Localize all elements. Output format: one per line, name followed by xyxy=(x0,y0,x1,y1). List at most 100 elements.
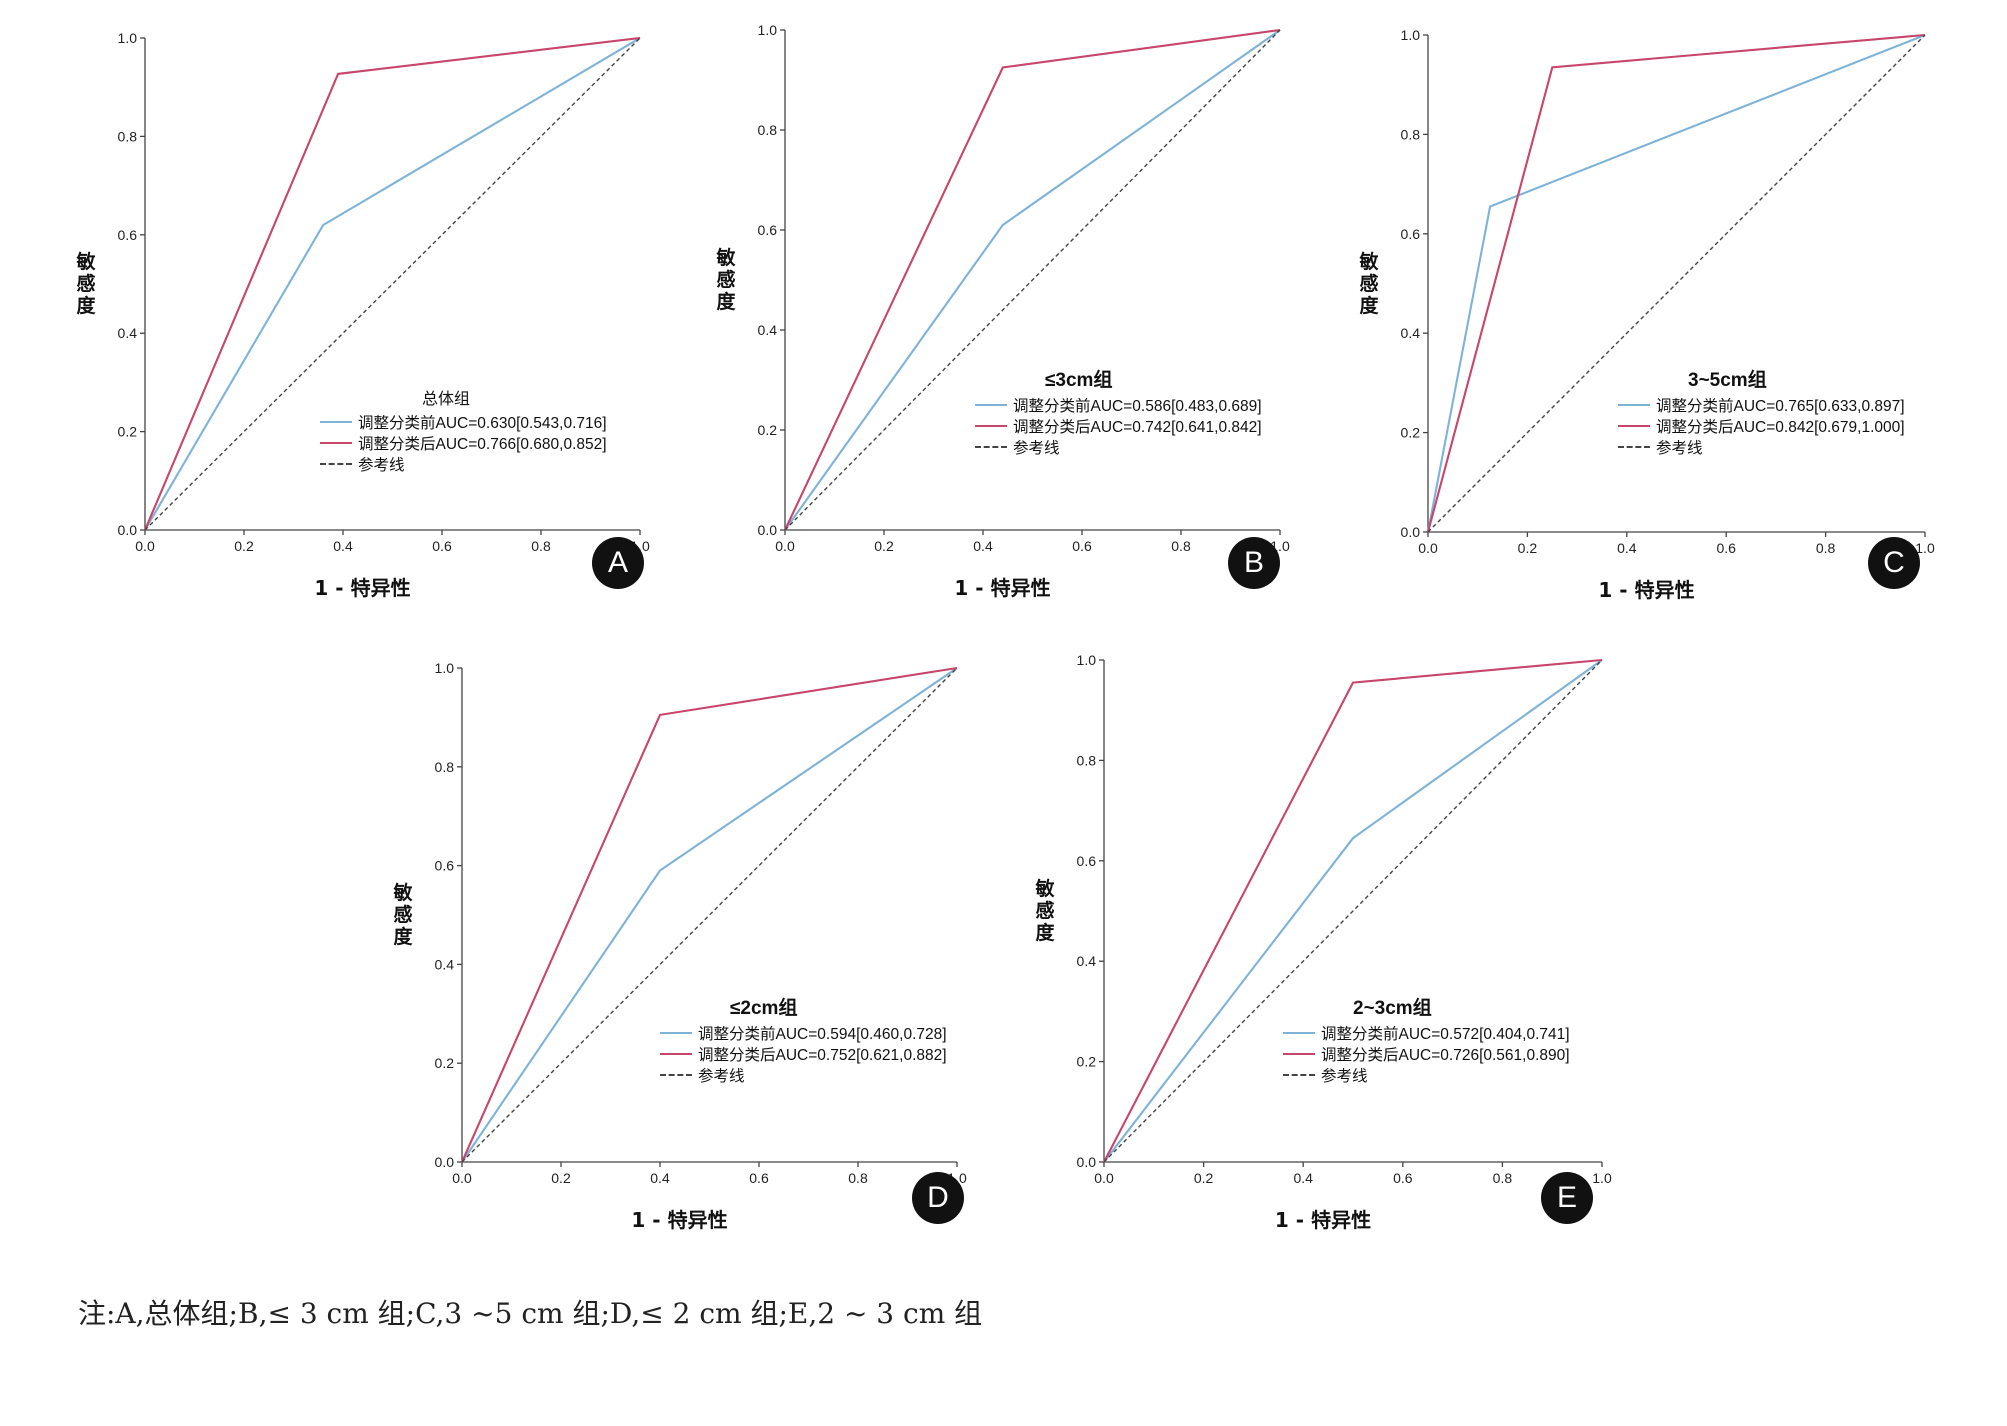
x-tick-label: 0.6 xyxy=(1716,540,1736,556)
y-tick-label: 0.6 xyxy=(758,222,778,238)
legend-swatch-after xyxy=(1283,1052,1315,1055)
y-tick-label: 0.0 xyxy=(758,522,778,538)
y-tick-label: 0.8 xyxy=(435,759,455,775)
y-tick-label: 0.6 xyxy=(1401,226,1421,242)
chart-legend: ≤3cm组调整分类前AUC=0.586[0.483,0.689] 调整分类后AUC… xyxy=(975,365,1262,457)
legend-swatch-reference xyxy=(1618,445,1650,448)
legend-label: 调整分类后AUC=0.842[0.679,1.000] xyxy=(1656,418,1905,436)
x-tick-label: 0.8 xyxy=(1493,1170,1513,1186)
legend-swatch-before xyxy=(660,1031,692,1034)
y-tick-label: 0.2 xyxy=(1401,425,1421,441)
legend-label: 调整分类前AUC=0.572[0.404,0.741] xyxy=(1321,1025,1570,1043)
legend-entry-reference: 参考线 xyxy=(1618,436,1905,457)
legend-swatch-reference xyxy=(975,445,1007,448)
legend-swatch-after xyxy=(975,424,1007,427)
y-tick-label: 0.2 xyxy=(118,424,138,440)
y-tick-label: 1.0 xyxy=(118,30,138,46)
chart-legend: 总体组调整分类前AUC=0.630[0.543,0.716] 调整分类后AUC=0… xyxy=(320,385,607,474)
chart-legend: ≤2cm组调整分类前AUC=0.594[0.460,0.728] 调整分类后AUC… xyxy=(660,993,947,1085)
y-axis-label: 敏感度 xyxy=(76,251,96,317)
x-tick-label: 0.8 xyxy=(1171,538,1191,554)
legend-entry-reference: 参考线 xyxy=(1283,1064,1570,1085)
legend-label: 参考线 xyxy=(1656,439,1703,457)
x-tick-label: 0.8 xyxy=(848,1170,868,1186)
x-tick-label: 1.0 xyxy=(1915,540,1935,556)
series-line-after xyxy=(144,36,641,531)
legend-label: 调整分类后AUC=0.742[0.641,0.842] xyxy=(1013,418,1262,436)
legend-swatch-before xyxy=(320,420,352,423)
chart-title: 总体组 xyxy=(422,391,471,408)
series-line-reference xyxy=(461,667,958,1163)
legend-label: 调整分类前AUC=0.765[0.633,0.897] xyxy=(1656,397,1905,415)
chart-legend: 2~3cm组调整分类前AUC=0.572[0.404,0.741] 调整分类后AU… xyxy=(1283,993,1570,1085)
series-line-after xyxy=(1426,33,1926,533)
x-tick-label: 1.0 xyxy=(1592,1170,1612,1186)
panel-badge: C xyxy=(1868,537,1920,589)
y-tick-label: 0.6 xyxy=(118,227,138,243)
chart-title: ≤2cm组 xyxy=(730,998,798,1019)
x-tick-label: 0.2 xyxy=(874,538,894,554)
legend-label: 调整分类后AUC=0.752[0.621,0.882] xyxy=(698,1046,947,1064)
legend-entry-before: 调整分类前AUC=0.586[0.483,0.689] xyxy=(975,394,1262,415)
x-tick-label: 0.4 xyxy=(333,538,353,554)
series-line-before xyxy=(784,29,1281,531)
x-tick-label: 0.0 xyxy=(135,538,155,554)
x-tick-label: 0.6 xyxy=(1393,1170,1413,1186)
legend-label: 参考线 xyxy=(1013,439,1060,457)
legend-swatch-reference xyxy=(320,462,352,465)
x-tick-label: 0.6 xyxy=(1072,538,1092,554)
x-tick-label: 0.8 xyxy=(531,538,551,554)
legend-label: 调整分类前AUC=0.630[0.543,0.716] xyxy=(358,414,607,432)
x-axis-label: 1 - 特异性 xyxy=(631,1208,728,1232)
chart-title: 3~5cm组 xyxy=(1688,370,1767,391)
panel-badge: D xyxy=(912,1172,964,1224)
series-line-reference xyxy=(144,37,641,531)
y-tick-label: 0.6 xyxy=(1077,853,1097,869)
legend-entry-after: 调整分类后AUC=0.766[0.680,0.852] xyxy=(320,432,607,453)
panel-badge: A xyxy=(592,537,644,589)
legend-entry-after: 调整分类后AUC=0.752[0.621,0.882] xyxy=(660,1043,947,1064)
x-tick-label: 0.0 xyxy=(1094,1170,1114,1186)
series-line-after xyxy=(461,666,958,1163)
legend-swatch-before xyxy=(975,403,1007,406)
legend-label: 调整分类后AUC=0.766[0.680,0.852] xyxy=(358,435,607,453)
series-line-reference xyxy=(1427,34,1926,533)
legend-swatch-reference xyxy=(1283,1073,1315,1076)
y-axis-label: 敏感度 xyxy=(716,247,736,313)
legend-swatch-after xyxy=(1618,424,1650,427)
legend-entry-after: 调整分类后AUC=0.726[0.561,0.890] xyxy=(1283,1043,1570,1064)
x-tick-label: 0.4 xyxy=(973,538,993,554)
chart-legend: 3~5cm组调整分类前AUC=0.765[0.633,0.897] 调整分类后AU… xyxy=(1618,365,1905,457)
x-axis-label: 1 - 特异性 xyxy=(1598,578,1695,602)
legend-entry-reference: 参考线 xyxy=(975,436,1262,457)
series-line-after xyxy=(1103,658,1603,1163)
y-tick-label: 0.4 xyxy=(435,956,455,972)
x-axis-label: 1 - 特异性 xyxy=(314,576,411,600)
y-tick-label: 1.0 xyxy=(758,22,778,38)
y-tick-label: 0.8 xyxy=(1401,126,1421,142)
legend-entry-after: 调整分类后AUC=0.842[0.679,1.000] xyxy=(1618,415,1905,436)
x-tick-label: 0.0 xyxy=(775,538,795,554)
legend-label: 参考线 xyxy=(698,1067,745,1085)
series-line-before xyxy=(1426,34,1926,533)
y-tick-label: 1.0 xyxy=(1401,27,1421,43)
x-tick-label: 0.0 xyxy=(1418,540,1438,556)
y-tick-label: 0.2 xyxy=(435,1055,455,1071)
y-tick-label: 0.4 xyxy=(1401,325,1421,341)
chart-title: ≤3cm组 xyxy=(1045,370,1113,391)
legend-label: 参考线 xyxy=(1321,1067,1368,1085)
legend-entry-before: 调整分类前AUC=0.572[0.404,0.741] xyxy=(1283,1022,1570,1043)
series-line-reference xyxy=(784,29,1281,531)
y-tick-label: 0.8 xyxy=(758,122,778,138)
legend-label: 调整分类前AUC=0.594[0.460,0.728] xyxy=(698,1025,947,1043)
y-tick-label: 0.8 xyxy=(118,128,138,144)
series-line-reference xyxy=(1103,659,1603,1163)
chart-title: 2~3cm组 xyxy=(1353,998,1432,1019)
x-axis-label: 1 - 特异性 xyxy=(1274,1208,1372,1232)
x-axis-label: 1 - 特异性 xyxy=(954,576,1051,600)
x-tick-label: 0.2 xyxy=(234,538,254,554)
x-tick-label: 0.2 xyxy=(551,1170,571,1186)
y-tick-label: 0.2 xyxy=(1077,1054,1097,1070)
